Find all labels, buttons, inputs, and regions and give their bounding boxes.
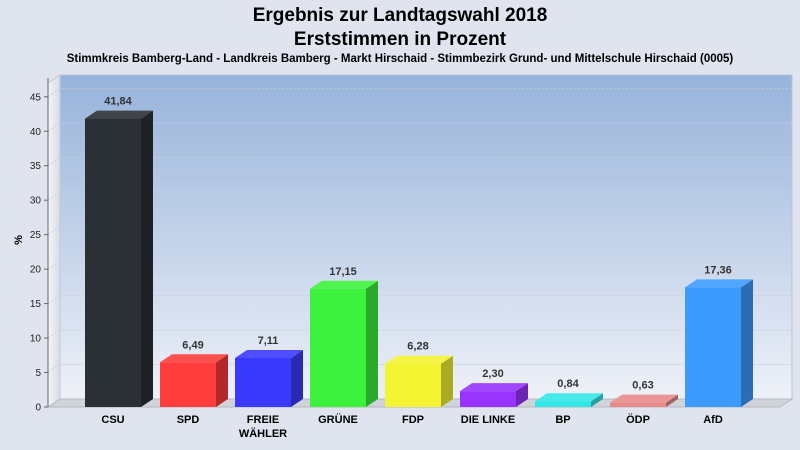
bar-top <box>460 383 528 392</box>
y-tick-label: 20 <box>30 265 42 276</box>
bar-front <box>535 401 591 407</box>
grid-line <box>47 191 792 201</box>
category-label: FREIE <box>247 414 279 426</box>
bar-top <box>310 280 378 289</box>
bar-front <box>610 402 666 407</box>
category-label: ÖDP <box>626 413 650 426</box>
category-label: SPD <box>177 414 200 426</box>
grid-line <box>47 226 792 236</box>
grid-line <box>47 329 792 339</box>
grid-line <box>47 88 792 98</box>
y-tick-label: 0 <box>35 403 41 414</box>
y-tick-label: 10 <box>30 334 42 345</box>
bar-side <box>141 110 153 408</box>
bar-front <box>385 363 441 407</box>
category-label: BP <box>555 414 570 426</box>
bar <box>385 355 453 407</box>
bar-side <box>441 355 453 407</box>
grid-line <box>47 260 792 270</box>
bar-top <box>160 354 228 363</box>
category-label: CSU <box>101 414 124 426</box>
bar-side <box>366 280 378 407</box>
bar-side <box>591 393 603 407</box>
bar <box>460 383 528 407</box>
plot-background <box>46 74 794 408</box>
grid-line <box>47 122 792 132</box>
y-tick-label: 40 <box>30 127 42 138</box>
category-label: DIE LINKE <box>461 414 515 426</box>
grid-line <box>47 295 792 305</box>
value-labels: 41,84 6,49 7,11 17,15 6,28 2,30 0,84 0,63 17,36 <box>104 96 732 392</box>
value-label: 17,15 <box>329 266 357 278</box>
bar <box>310 280 378 407</box>
value-label: 2,30 <box>482 368 503 380</box>
category-label: WÄHLER <box>239 427 287 440</box>
bar-top <box>535 393 603 402</box>
y-tick-label: 35 <box>30 161 42 172</box>
y-tick-label: 15 <box>30 299 42 310</box>
bar-front <box>460 391 516 407</box>
value-label: 7,11 <box>258 335 279 347</box>
y-tick-label: 25 <box>30 230 42 241</box>
bar-front <box>160 362 216 407</box>
bar-front <box>310 288 366 407</box>
bar <box>610 394 678 407</box>
chart-subtitle: Erststimmen in Prozent <box>293 29 507 50</box>
value-label: 6,28 <box>407 341 428 353</box>
y-tick-label: 45 <box>30 92 42 103</box>
bar <box>235 349 303 407</box>
bar-side <box>291 349 303 407</box>
bar-top <box>85 110 153 119</box>
chart-caption: Stimmkreis Bamberg-Land - Landkreis Bamb… <box>66 53 734 65</box>
y-axis-label: % <box>13 235 25 245</box>
bar-side <box>741 279 753 407</box>
bar <box>85 110 153 408</box>
value-label: 0,63 <box>632 380 653 392</box>
bar-top <box>610 394 678 403</box>
value-label: 6,49 <box>182 339 203 351</box>
y-tick-label: 30 <box>30 196 42 207</box>
category-label: FDP <box>402 414 424 426</box>
chart-title: Ergebnis zur Landtagswahl 2018 <box>252 5 548 26</box>
bar-side <box>216 354 228 407</box>
y-tick-label: 5 <box>35 368 41 379</box>
bar-top <box>385 355 453 364</box>
bars <box>85 110 753 408</box>
bar-top <box>685 279 753 288</box>
value-label: 17,36 <box>704 264 732 276</box>
bar <box>160 354 228 407</box>
bar-front <box>685 287 741 407</box>
bar-side <box>516 383 528 407</box>
bar-front <box>235 357 291 407</box>
grid-line <box>47 364 792 373</box>
grid-lines <box>47 88 792 373</box>
bar-top <box>235 349 303 358</box>
bar <box>535 393 603 407</box>
y-axis: 0 5 10 15 20 25 30 35 40 45 <box>30 78 49 414</box>
category-label: GRÜNE <box>318 413 358 426</box>
grid-line <box>47 157 792 167</box>
bar-front <box>85 118 141 408</box>
bar <box>685 279 753 407</box>
bar-side <box>666 394 678 407</box>
value-label: 41,84 <box>104 96 132 108</box>
value-label: 0,84 <box>557 378 579 390</box>
category-label: AfD <box>703 414 723 426</box>
